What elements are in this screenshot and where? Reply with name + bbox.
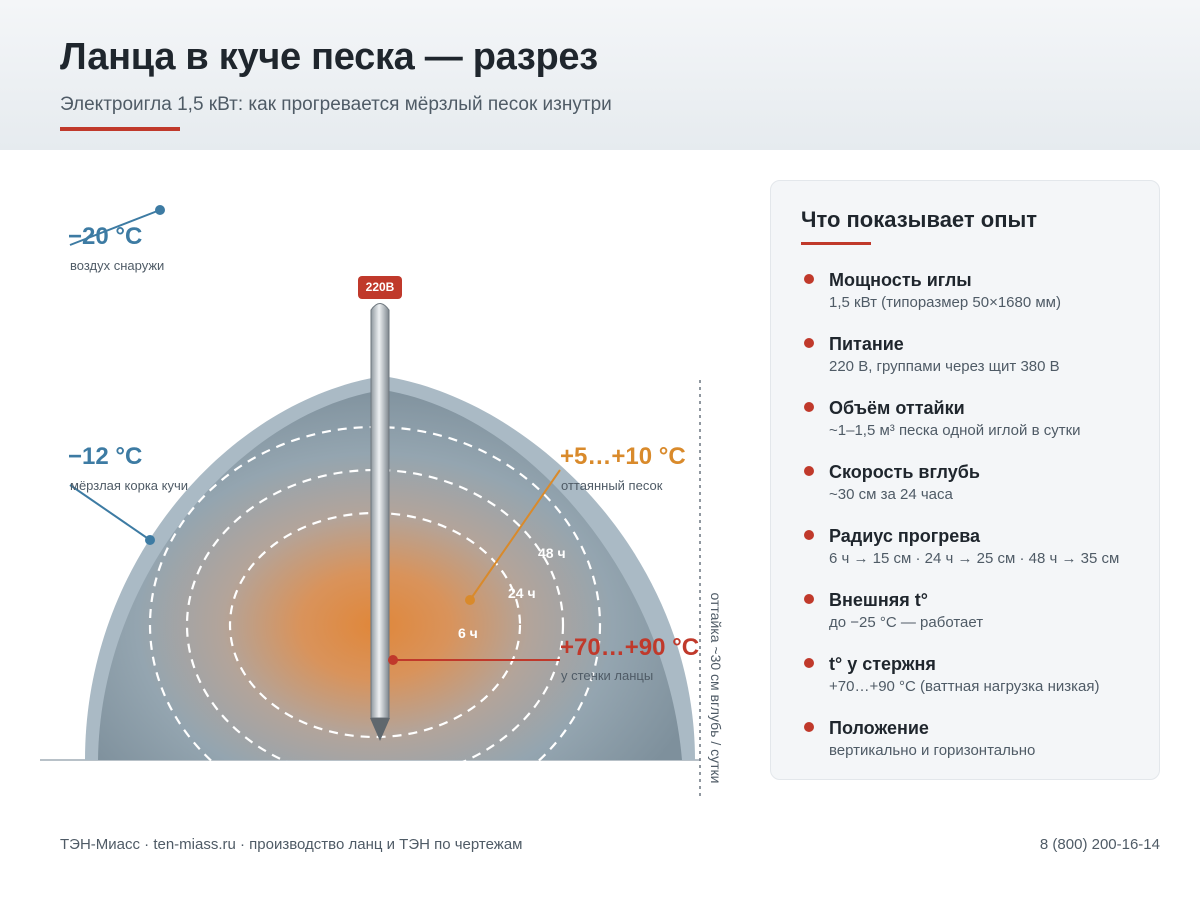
lance-rod: [370, 303, 390, 719]
outside-air-pointer-dot: [155, 205, 165, 215]
bullet-dot-icon: [804, 594, 814, 604]
voltage-badge: 220В: [358, 276, 402, 299]
thawed-pointer: [469, 469, 561, 601]
bullet-dot-icon: [804, 338, 814, 348]
panel-underline: [801, 242, 871, 245]
fact-item-rod-temp: t° у стержня +70…+90 °C (ваттная нагрузк…: [801, 653, 1119, 717]
fact-item-outside-temp: Внешняя t° до −25 °C — работает: [801, 589, 1119, 653]
fact-title: Радиус прогрева: [829, 526, 981, 546]
fact-title: Внешняя t°: [829, 590, 928, 610]
bullet-dot-icon: [804, 466, 814, 476]
page-title: Ланца в куче песка — разрез: [60, 36, 598, 78]
pile-inner-sand: [98, 390, 682, 760]
crust-temp: −12 °C: [68, 443, 143, 470]
cross-section-diagram: [40, 205, 701, 820]
ring-label-24h: 24 ч: [508, 585, 536, 601]
thawed-pointer-dot: [465, 595, 475, 605]
fact-text: 220 В, группами через щит 380 В: [829, 358, 1060, 375]
fact-text: ~1–1,5 м³ песка одной иглой в сутки: [829, 422, 1081, 439]
outside-air-label: воздух снаружи: [70, 258, 165, 273]
lance-tip: [370, 718, 390, 741]
facts-panel: Что показывает опыт Мощность иглы 1,5 кВ…: [770, 180, 1160, 780]
bullet-dot-icon: [804, 722, 814, 732]
fact-item-supply: Питание 220 В, группами через щит 380 В: [801, 333, 1119, 397]
outside-air-temp: −20 °C: [68, 223, 143, 250]
fact-title: Мощность иглы: [829, 270, 972, 290]
page-subtitle: Электроигла 1,5 кВт: как прогревается мё…: [60, 94, 612, 115]
thawed-label: оттаянный песок: [561, 478, 663, 493]
fact-text: вертикально и горизонтально: [829, 742, 1036, 759]
fact-text: до −25 °C — работает: [829, 614, 984, 631]
bullet-dot-icon: [804, 402, 814, 412]
fact-title: Объём оттайки: [829, 398, 965, 418]
crust-pointer-dot: [145, 535, 155, 545]
thaw-depth-label: оттайка ~30 см вглубь / сутки: [708, 592, 724, 784]
heat-ring-24h: [185, 468, 565, 782]
panel-title: Что показывает опыт: [801, 207, 1038, 232]
fact-title: Скорость вглубь: [829, 462, 980, 482]
fact-item-power: Мощность иглы 1,5 кВт (типоразмер 50×168…: [801, 269, 1119, 333]
fact-text: ~30 см за 24 часа: [829, 486, 953, 503]
lance-wall-temp: +70…+90 °C: [560, 634, 700, 661]
crust-label: мёрзлая корка кучи: [70, 478, 189, 493]
outside-air-pointer: [69, 209, 161, 246]
ring-label-48h: 48 ч: [538, 545, 566, 561]
bullet-dot-icon: [804, 274, 814, 284]
fact-title: Питание: [829, 334, 904, 354]
fact-item-position: Положение вертикально и горизонтально: [801, 717, 1119, 781]
fact-text: +70…+90 °C (ваттная нагрузка низкая): [829, 678, 1100, 695]
fact-item-radius: Радиус прогрева 6 ч → 15 см · 24 ч → 25 …: [801, 525, 1119, 589]
fact-title: Положение: [829, 718, 929, 738]
fact-text: 1,5 кВт (типоразмер 50×1680 мм): [829, 294, 1061, 311]
thawed-temp: +5…+10 °C: [560, 443, 686, 470]
footer-company-info: ТЭН-Миасс · ten-miass.ru · производство …: [60, 836, 523, 853]
ring-label-6h: 6 ч: [458, 625, 478, 641]
facts-list: Мощность иглы 1,5 кВт (типоразмер 50×168…: [801, 269, 1119, 781]
fact-text: 6 ч → 15 см · 24 ч → 25 см · 48 ч → 35 с…: [829, 550, 1120, 567]
bullet-dot-icon: [804, 530, 814, 540]
heat-ring-6h: [228, 511, 522, 739]
bullet-dot-icon: [804, 658, 814, 668]
fact-item-depth-speed: Скорость вглубь ~30 см за 24 часа: [801, 461, 1119, 525]
footer-phone: 8 (800) 200-16-14: [1039, 836, 1160, 853]
lance-wall-label: у стенки ланцы: [561, 668, 654, 683]
header: Ланца в куче песка — разрез Электроигла …: [0, 0, 1200, 150]
lance-wall-pointer-dot: [388, 655, 398, 665]
title-underline: [60, 127, 180, 131]
crust-pointer: [69, 484, 151, 541]
fact-title: t° у стержня: [829, 654, 936, 674]
fact-item-volume: Объём оттайки ~1–1,5 м³ песка одной игло…: [801, 397, 1119, 461]
